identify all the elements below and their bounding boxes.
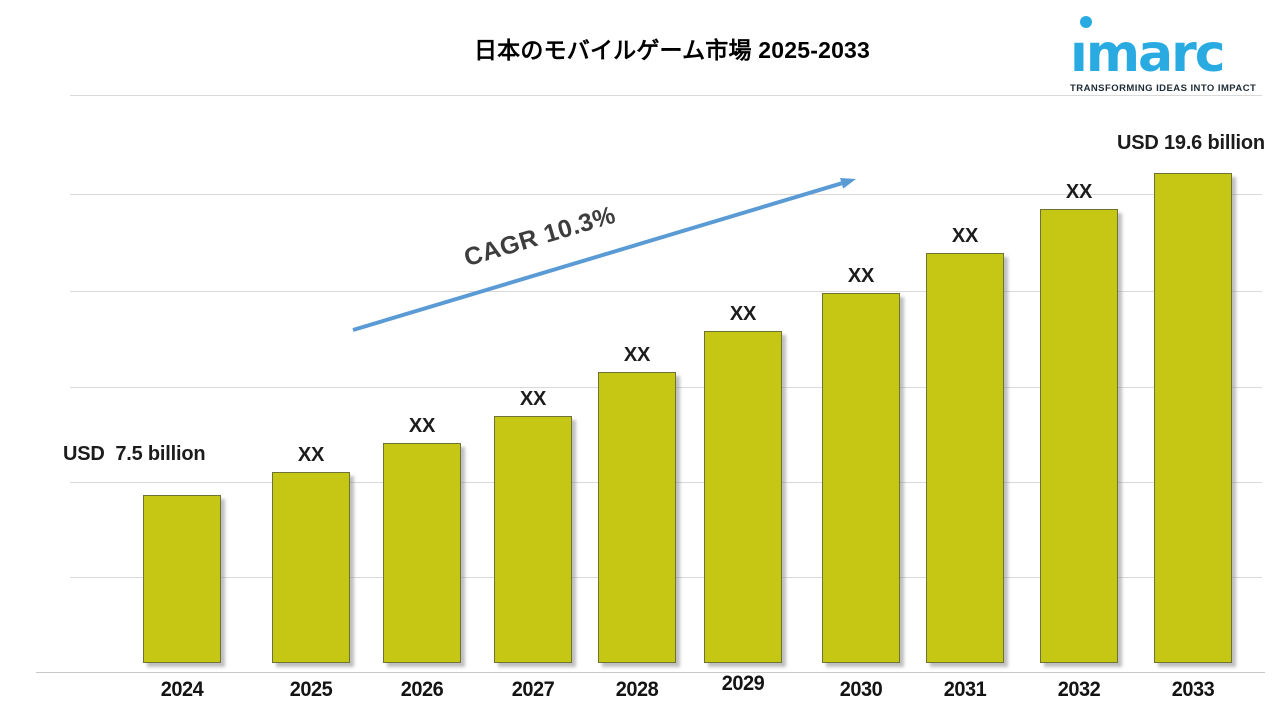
bar-2028 bbox=[598, 372, 676, 663]
bar-value-label-2032: XX bbox=[1065, 181, 1093, 203]
bar-value-label-2030: XX bbox=[847, 265, 875, 287]
bar-2025 bbox=[272, 472, 350, 663]
bar-value-label-2025: XX bbox=[297, 444, 325, 466]
bar-value-label-2028: XX bbox=[623, 344, 651, 366]
logo-brand-text: ımarc bbox=[1070, 24, 1226, 84]
bar-value-label-2026: XX bbox=[408, 415, 436, 437]
cagr-label: CAGR 10.3% bbox=[460, 200, 619, 273]
chart-title: 日本のモバイルゲーム市場 2025-2033 bbox=[473, 37, 871, 63]
bar-2027 bbox=[494, 416, 572, 663]
bar-value-label-2029: XX bbox=[729, 303, 757, 325]
bar-2032 bbox=[1040, 209, 1118, 663]
x-axis-label-2024: 2024 bbox=[160, 678, 204, 701]
x-axis-label-2030: 2030 bbox=[839, 678, 883, 701]
x-axis-label-2031: 2031 bbox=[943, 678, 987, 701]
x-axis-label-2033: 2033 bbox=[1171, 678, 1215, 701]
bar-2029 bbox=[704, 331, 782, 663]
bar-value-label-2024: USD 7.5 billion bbox=[63, 443, 206, 465]
bar-value-label-2031: XX bbox=[951, 225, 979, 247]
x-axis-label-2026: 2026 bbox=[400, 678, 444, 701]
x-axis-line bbox=[36, 672, 1265, 673]
x-axis-label-2025: 2025 bbox=[289, 678, 333, 701]
bar-2031 bbox=[926, 253, 1004, 663]
bar-2033 bbox=[1154, 173, 1232, 663]
bar-2030 bbox=[822, 293, 900, 663]
logo-dot-icon bbox=[1080, 16, 1092, 28]
bar-2026 bbox=[383, 443, 461, 663]
bar-2024 bbox=[143, 495, 221, 663]
gridline bbox=[70, 95, 1262, 96]
x-axis-label-2027: 2027 bbox=[511, 678, 555, 701]
logo-tagline: TRANSFORMING IDEAS INTO IMPACT bbox=[1070, 83, 1257, 94]
x-axis-label-2029: 2029 bbox=[721, 672, 765, 695]
imarc-logo: ımarc TRANSFORMING IDEAS INTO IMPACT bbox=[1070, 12, 1266, 94]
x-axis-label-2032: 2032 bbox=[1057, 678, 1101, 701]
bar-value-label-2027: XX bbox=[519, 388, 547, 410]
bar-value-label-2033: USD 19.6 billion bbox=[1117, 132, 1265, 154]
x-axis-label-2028: 2028 bbox=[615, 678, 659, 701]
